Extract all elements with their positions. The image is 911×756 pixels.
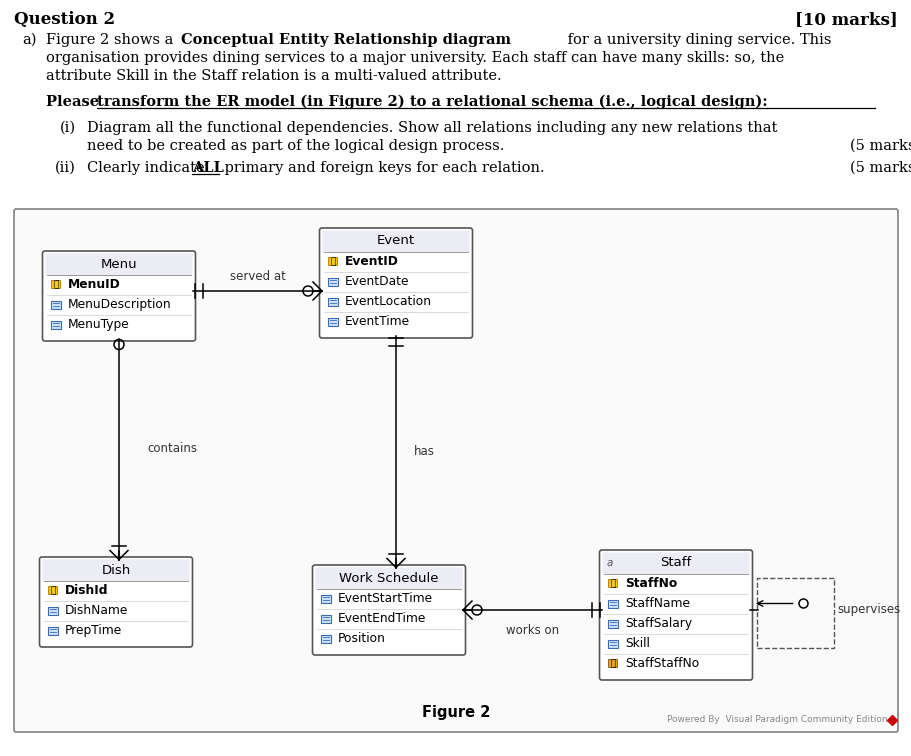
FancyBboxPatch shape: [608, 659, 617, 668]
Text: StaffStaffNo: StaffStaffNo: [624, 657, 699, 670]
Text: Figure 2 shows a: Figure 2 shows a: [46, 33, 182, 47]
Text: MenuID: MenuID: [68, 278, 120, 291]
Text: a: a: [607, 558, 613, 568]
Text: a): a): [22, 33, 36, 47]
FancyBboxPatch shape: [51, 300, 61, 308]
Text: primary and foreign keys for each relation.: primary and foreign keys for each relati…: [220, 161, 544, 175]
FancyBboxPatch shape: [322, 231, 469, 253]
FancyBboxPatch shape: [608, 600, 618, 608]
FancyBboxPatch shape: [328, 258, 337, 265]
FancyBboxPatch shape: [599, 550, 752, 680]
Text: EventEndTime: EventEndTime: [338, 612, 426, 625]
FancyBboxPatch shape: [43, 559, 189, 581]
FancyBboxPatch shape: [315, 568, 462, 590]
Text: [10 marks]: [10 marks]: [794, 11, 897, 28]
Text: Position: Position: [338, 632, 385, 645]
Text: transform the ER model (in Figure 2) to a relational schema (i.e., logical desig: transform the ER model (in Figure 2) to …: [97, 95, 767, 110]
FancyBboxPatch shape: [39, 557, 192, 647]
FancyBboxPatch shape: [602, 553, 749, 575]
Text: Figure 2: Figure 2: [422, 705, 489, 720]
Text: (5 marks): (5 marks): [849, 139, 911, 153]
Text: Staff: Staff: [660, 556, 691, 569]
Text: Question 2: Question 2: [14, 11, 115, 28]
Text: works on: works on: [506, 624, 558, 637]
FancyBboxPatch shape: [43, 251, 195, 341]
FancyBboxPatch shape: [328, 277, 338, 286]
Text: Please: Please: [46, 95, 104, 109]
Text: Work Schedule: Work Schedule: [339, 572, 438, 584]
Text: 🔑: 🔑: [609, 579, 615, 588]
Text: (ii): (ii): [55, 161, 76, 175]
FancyBboxPatch shape: [328, 318, 338, 326]
Text: Dish: Dish: [101, 563, 130, 577]
FancyBboxPatch shape: [321, 615, 331, 622]
Text: StaffName: StaffName: [624, 597, 690, 610]
FancyBboxPatch shape: [321, 594, 331, 603]
FancyBboxPatch shape: [51, 280, 60, 289]
Text: Powered By  Visual Paradigm Community Edition: Powered By Visual Paradigm Community Edi…: [667, 715, 887, 724]
Text: EventLocation: EventLocation: [344, 295, 432, 308]
Text: MenuType: MenuType: [68, 318, 129, 331]
FancyBboxPatch shape: [14, 209, 897, 732]
Text: EventStartTime: EventStartTime: [338, 592, 433, 605]
FancyBboxPatch shape: [321, 634, 331, 643]
Text: DishName: DishName: [65, 604, 128, 617]
Text: (5 marks): (5 marks): [849, 161, 911, 175]
FancyBboxPatch shape: [46, 253, 192, 275]
Text: ALL: ALL: [192, 161, 223, 175]
FancyBboxPatch shape: [48, 627, 58, 634]
Text: DishId: DishId: [65, 584, 108, 597]
Text: Menu: Menu: [100, 258, 138, 271]
Text: Clearly indicate: Clearly indicate: [87, 161, 209, 175]
Text: StaffNo: StaffNo: [624, 577, 677, 590]
Text: attribute Skill in the Staff relation is a multi-valued attribute.: attribute Skill in the Staff relation is…: [46, 69, 501, 83]
Text: Conceptual Entity Relationship diagram: Conceptual Entity Relationship diagram: [180, 33, 510, 47]
Text: organisation provides dining services to a major university. Each staff can have: organisation provides dining services to…: [46, 51, 783, 65]
Text: 🔑: 🔑: [50, 586, 56, 595]
Text: EventDate: EventDate: [344, 275, 409, 288]
FancyBboxPatch shape: [608, 640, 618, 647]
FancyBboxPatch shape: [319, 228, 472, 338]
Text: contains: contains: [147, 442, 197, 456]
Text: Diagram all the functional dependencies. Show all relations including any new re: Diagram all the functional dependencies.…: [87, 121, 776, 135]
FancyBboxPatch shape: [608, 619, 618, 627]
FancyBboxPatch shape: [312, 565, 465, 655]
Text: has: has: [414, 445, 435, 458]
Text: 🔑: 🔑: [609, 659, 615, 668]
FancyBboxPatch shape: [48, 587, 57, 594]
Text: 🔑: 🔑: [330, 257, 335, 266]
Text: PrepTime: PrepTime: [65, 624, 122, 637]
FancyBboxPatch shape: [328, 298, 338, 305]
Text: for a university dining service. This: for a university dining service. This: [562, 33, 831, 47]
Text: Event: Event: [376, 234, 415, 247]
FancyBboxPatch shape: [51, 321, 61, 329]
FancyBboxPatch shape: [608, 580, 617, 587]
Text: served at: served at: [230, 270, 285, 283]
Text: supervises: supervises: [836, 603, 899, 616]
Text: EventTime: EventTime: [344, 315, 410, 328]
FancyBboxPatch shape: [48, 606, 58, 615]
Text: MenuDescription: MenuDescription: [68, 298, 171, 311]
Text: EventID: EventID: [344, 255, 398, 268]
Text: need to be created as part of the logical design process.: need to be created as part of the logica…: [87, 139, 504, 153]
Text: StaffSalary: StaffSalary: [624, 617, 691, 630]
Text: Skill: Skill: [624, 637, 650, 650]
Text: (i): (i): [60, 121, 76, 135]
Text: 🔑: 🔑: [53, 280, 58, 289]
